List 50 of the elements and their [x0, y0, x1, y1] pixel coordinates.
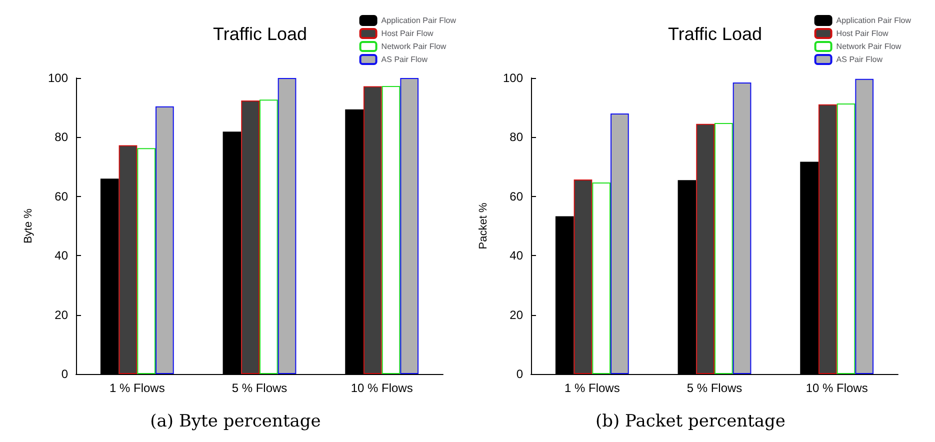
bar — [592, 182, 611, 374]
legend-label: AS Pair Flow — [836, 55, 883, 64]
bar — [382, 86, 400, 374]
x-tick-label: 10 % Flows — [806, 381, 868, 395]
bar — [855, 78, 874, 374]
chart-title: Traffic Load — [668, 24, 762, 44]
bar — [156, 106, 174, 374]
chart-title: Traffic Load — [213, 24, 308, 44]
text: (a) Byte percentage — [150, 412, 321, 432]
bar — [836, 103, 856, 374]
bar — [118, 145, 138, 374]
x-tick-label: 1 % Flows — [109, 381, 165, 395]
bar — [400, 78, 419, 374]
x-tick-label: 5 % Flows — [686, 381, 742, 395]
x-tick-label: 5 % Flows — [232, 381, 288, 395]
y-tick-label: 20 — [54, 308, 68, 322]
bar — [363, 86, 382, 374]
y-tick-label: 40 — [54, 248, 68, 263]
x-tick-label: 10 % Flows — [350, 381, 413, 395]
y-tick-label: 60 — [510, 189, 524, 204]
legend-label: Host Pair Flow — [381, 29, 434, 38]
legend-label: Application Pair Flow — [836, 16, 912, 25]
legend-label: Host Pair Flow — [836, 29, 889, 38]
bar — [696, 124, 714, 374]
bar — [732, 82, 752, 374]
bar — [574, 180, 592, 374]
y-tick-label: 60 — [54, 189, 68, 204]
legend-label: Network Pair Flow — [381, 42, 446, 51]
legend-label: Application Pair Flow — [381, 16, 456, 25]
text: (b) Packet percentage — [596, 412, 786, 432]
y-axis-title: Byte % — [22, 208, 34, 244]
bar — [610, 114, 629, 374]
bar — [260, 100, 278, 374]
y-axis-title: Packet % — [478, 202, 490, 250]
bar — [714, 122, 733, 374]
y-tick-label: 100 — [502, 71, 524, 85]
bar — [241, 100, 260, 374]
legend-label: AS Pair Flow — [381, 55, 428, 64]
x-tick-label: 1 % Flows — [564, 381, 620, 395]
bar — [278, 78, 296, 374]
bar — [818, 104, 837, 374]
y-tick-label: 20 — [510, 308, 524, 322]
bar — [137, 148, 156, 374]
y-tick-label: 40 — [510, 248, 524, 263]
y-tick-label: 80 — [54, 130, 68, 144]
y-tick-label: 0 — [61, 367, 68, 381]
legend-label: Network Pair Flow — [836, 42, 902, 51]
y-tick-label: 80 — [510, 130, 524, 144]
y-tick-label: 100 — [48, 71, 68, 85]
y-tick-label: 0 — [516, 367, 524, 381]
